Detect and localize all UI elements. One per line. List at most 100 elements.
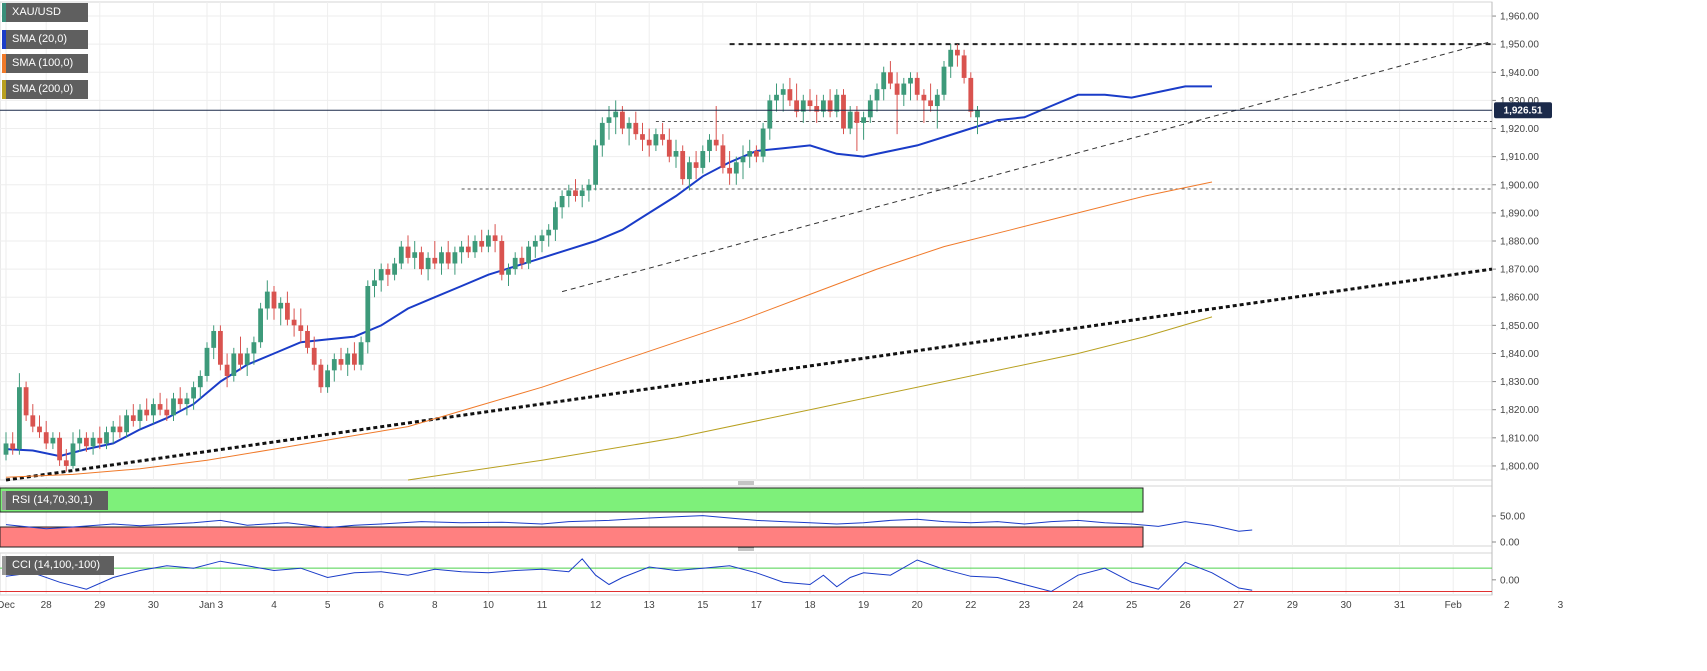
- candle-body: [613, 111, 619, 118]
- candle-body: [807, 100, 813, 107]
- candle-body: [586, 184, 592, 191]
- candle-body: [727, 167, 732, 174]
- candle-body: [117, 426, 123, 433]
- last-price-tag: [1494, 102, 1552, 119]
- candle-body: [888, 72, 893, 84]
- sma200-line: [407, 316, 1213, 481]
- cci-line: [5, 558, 1253, 593]
- candle-body: [666, 139, 672, 157]
- candle-body: [921, 94, 927, 101]
- candle-body: [285, 302, 290, 320]
- candle-body: [908, 77, 913, 84]
- candle-body: [338, 359, 344, 365]
- candle-body: [43, 432, 49, 444]
- candle-body: [633, 122, 639, 135]
- candle-body: [392, 263, 397, 275]
- candle-body: [23, 387, 29, 416]
- x-tick-label: 10: [483, 600, 495, 611]
- candle-body: [626, 122, 632, 129]
- y-tick-label: 1,880.00: [1500, 237, 1539, 248]
- candle-body: [137, 409, 143, 421]
- candle-body: [90, 437, 96, 447]
- y-tick-label: 1,890.00: [1500, 208, 1539, 219]
- candle-body: [599, 122, 605, 146]
- x-tick-label: Jan: [199, 600, 215, 611]
- rsi-label[interactable]: RSI (14,70,30,1): [2, 491, 108, 510]
- candle-body: [17, 387, 22, 450]
- candle-body: [298, 325, 304, 331]
- y-tick-label: 1,830.00: [1500, 377, 1539, 388]
- rsi-tick-label: 0.00: [1500, 538, 1520, 549]
- candle-body: [325, 370, 330, 388]
- rsi-line: [5, 515, 1253, 532]
- candle-body: [30, 415, 36, 427]
- candle-body: [398, 246, 404, 264]
- candle-body: [680, 151, 686, 180]
- candle-body: [331, 359, 337, 371]
- candle-body: [405, 246, 411, 258]
- candle-body: [767, 100, 773, 129]
- legend-label-sma200: SMA (200,0): [12, 83, 74, 95]
- x-tick-label: 29: [94, 600, 106, 611]
- candle-body: [532, 241, 538, 247]
- candle-body: [318, 364, 324, 388]
- candle-body: [968, 77, 974, 112]
- candle-body: [218, 330, 223, 365]
- x-tick-label: 30: [148, 600, 160, 611]
- candle-body: [794, 100, 799, 112]
- y-tick-label: 1,850.00: [1500, 321, 1539, 332]
- x-tick-label: 25: [1126, 600, 1138, 611]
- cci-tick-label: 0.00: [1500, 575, 1520, 586]
- candle-body: [512, 257, 518, 270]
- candle-body: [204, 347, 210, 376]
- candle-body: [3, 443, 9, 455]
- candle-body: [881, 72, 887, 90]
- candle-body: [130, 415, 136, 421]
- candle-body: [345, 353, 351, 365]
- candle-body: [352, 353, 357, 365]
- candle-body: [305, 330, 310, 348]
- candle-body: [63, 460, 69, 466]
- candle-body: [653, 134, 659, 146]
- candle-body: [84, 437, 89, 447]
- candle-body: [800, 100, 806, 112]
- cci-label[interactable]: CCI (14,100,-100): [2, 556, 114, 575]
- legend-xauusd[interactable]: XAU/USD: [2, 3, 88, 22]
- candle-body: [291, 319, 297, 326]
- candle-body: [546, 229, 552, 236]
- x-tick-label: 24: [1072, 600, 1084, 611]
- x-tick-label: 23: [1019, 600, 1031, 611]
- candle-body: [97, 437, 103, 444]
- legend-sma200[interactable]: SMA (200,0): [2, 80, 88, 99]
- candle-body: [164, 409, 170, 416]
- candle-body: [419, 252, 424, 270]
- legend-sma20[interactable]: SMA (20,0): [2, 30, 88, 49]
- candle-body: [975, 110, 980, 118]
- legend-sma100[interactable]: SMA (100,0): [2, 54, 88, 73]
- candle-body: [526, 246, 531, 264]
- y-tick-label: 1,840.00: [1500, 349, 1539, 360]
- legend-label-xauusd: XAU/USD: [12, 6, 61, 18]
- candle-body: [814, 106, 820, 112]
- candle-body: [506, 269, 511, 275]
- y-tick-label: 1,900.00: [1500, 180, 1539, 191]
- candle-body: [687, 162, 692, 180]
- candle-body: [673, 151, 679, 157]
- candles: [3, 44, 980, 472]
- candle-body: [251, 342, 257, 354]
- candle-body: [50, 437, 56, 444]
- y-tick-label: 1,860.00: [1500, 293, 1539, 304]
- candle-body: [760, 128, 766, 157]
- candle-body: [278, 302, 284, 309]
- candle-body: [70, 443, 76, 466]
- x-tick-label: 30: [1340, 600, 1352, 611]
- candle-body: [713, 139, 719, 146]
- candle-body: [157, 404, 163, 410]
- x-tick-label: 3: [218, 600, 224, 611]
- candle-body: [861, 117, 866, 123]
- candle-body: [559, 196, 565, 208]
- candle-body: [774, 94, 779, 101]
- candle-body: [707, 139, 712, 152]
- candle-body: [412, 252, 418, 258]
